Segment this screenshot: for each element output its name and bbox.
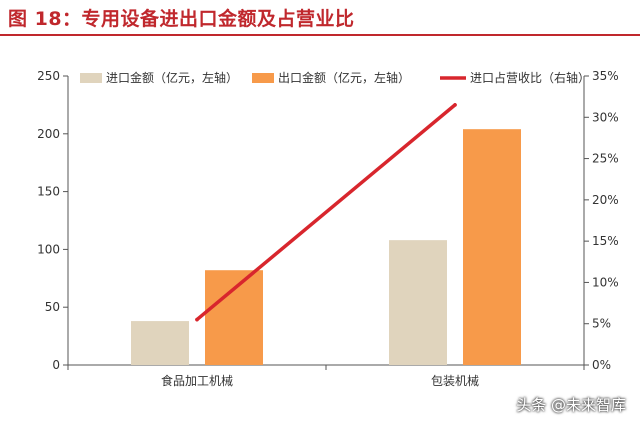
left-axis-tick-label: 50 <box>45 300 60 314</box>
watermark: 头条 @未来智库 <box>516 396 626 414</box>
right-axis-tick-label: 30% <box>592 110 619 124</box>
legend-label: 出口金额（亿元，左轴） <box>278 70 410 85</box>
left-axis-tick-label: 200 <box>37 127 60 141</box>
right-axis-tick-label: 25% <box>592 152 619 166</box>
left-axis-tick-label: 100 <box>37 242 60 256</box>
legend-swatch <box>80 73 102 83</box>
left-axis-tick-label: 250 <box>37 69 60 83</box>
right-axis-tick-label: 5% <box>592 317 611 331</box>
title-divider <box>0 34 640 36</box>
right-axis-tick-label: 10% <box>592 275 619 289</box>
chart-title: 图 18：专用设备进出口金额及占营业比 <box>8 8 355 30</box>
legend-swatch <box>252 73 274 83</box>
bar-import <box>389 240 447 365</box>
legend-label: 进口占营收比（右轴） <box>470 70 590 85</box>
bar-import <box>131 321 189 365</box>
line-import-ratio <box>195 103 457 322</box>
x-axis-category-label: 包装机械 <box>431 373 479 388</box>
x-axis-category-label: 食品加工机械 <box>161 373 233 388</box>
left-axis-tick-label: 0 <box>52 358 60 372</box>
right-axis-tick-label: 20% <box>592 193 619 207</box>
right-axis-tick-label: 15% <box>592 234 619 248</box>
legend-label: 进口金额（亿元，左轴） <box>106 70 238 85</box>
line-point <box>453 103 457 107</box>
bar-export <box>205 270 263 365</box>
bar-export <box>463 129 521 365</box>
line-point <box>195 317 199 322</box>
right-axis-tick-label: 0% <box>592 358 611 372</box>
left-axis-tick-label: 150 <box>37 185 60 199</box>
right-axis-tick-label: 35% <box>592 69 619 83</box>
